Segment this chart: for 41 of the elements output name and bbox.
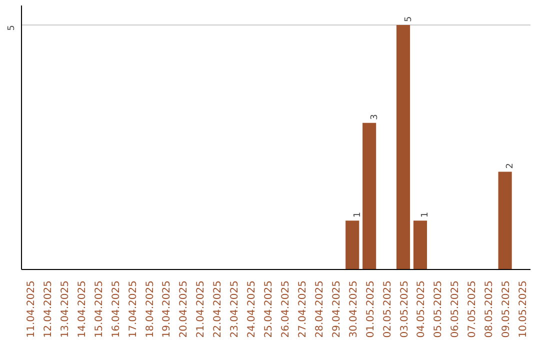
- x-tick-label: 13.04.2025: [60, 280, 71, 338]
- x-tick-label: 24.04.2025: [246, 280, 258, 338]
- bar: [498, 172, 512, 270]
- x-tick-label: 30.04.2025: [348, 280, 360, 338]
- x-tick-label: 03.05.2025: [399, 280, 410, 338]
- data-label: 1: [352, 212, 363, 218]
- data-label: 5: [404, 16, 414, 22]
- bar: [362, 122, 376, 270]
- x-tick-label: 02.05.2025: [382, 280, 394, 338]
- x-tick-label: 01.05.2025: [365, 280, 376, 338]
- bar: [346, 220, 360, 270]
- x-tick-label: 22.04.2025: [212, 280, 224, 338]
- x-tick-label: 07.05.2025: [467, 280, 478, 338]
- x-tick-label: 05.05.2025: [433, 280, 444, 338]
- data-label: 1: [420, 212, 431, 218]
- x-tick-label: 25.04.2025: [264, 280, 275, 338]
- x-tick-label: 19.04.2025: [162, 280, 173, 338]
- x-tick-label: 23.04.2025: [230, 280, 241, 338]
- ref-line-label: 5: [7, 25, 17, 31]
- bar: [413, 220, 428, 270]
- x-tick-label: 16.04.2025: [110, 280, 122, 338]
- x-tick-label: 08.05.2025: [484, 280, 496, 338]
- bar: [396, 25, 410, 270]
- x-tick-label: 04.05.2025: [416, 280, 428, 338]
- x-tick-label: 10.05.2025: [518, 280, 530, 338]
- x-tick-label: 18.04.2025: [144, 280, 156, 338]
- data-label: 3: [370, 114, 380, 120]
- data-label: 2: [506, 162, 516, 169]
- x-tick-label: 26.04.2025: [280, 280, 292, 338]
- x-tick-label: 15.04.2025: [94, 280, 105, 338]
- x-tick-label: 09.05.2025: [501, 280, 512, 338]
- x-tick-label: 21.04.2025: [196, 280, 207, 338]
- x-tick-label: 20.04.2025: [178, 280, 190, 338]
- x-tick-label: 06.05.2025: [450, 280, 462, 338]
- x-tick-label: 27.04.2025: [297, 280, 308, 338]
- x-tick-label: 12.04.2025: [42, 280, 54, 338]
- x-tick-label: 17.04.2025: [128, 280, 139, 338]
- x-tick-label: 11.04.2025: [26, 280, 37, 338]
- x-tick-label: 29.04.2025: [331, 280, 342, 338]
- x-tick-label: 28.04.2025: [314, 280, 326, 338]
- x-tick-label: 14.04.2025: [76, 280, 88, 338]
